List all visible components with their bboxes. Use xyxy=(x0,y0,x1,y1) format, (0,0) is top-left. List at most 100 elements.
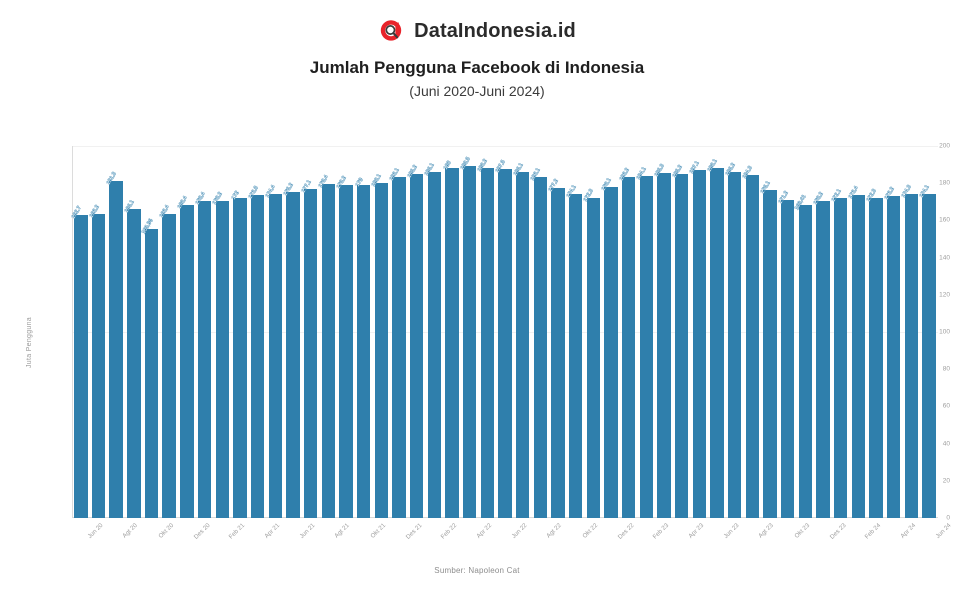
x-axis-tick-label: Apr 23 xyxy=(687,522,705,540)
bar-value-label: 177,1 xyxy=(300,178,313,194)
x-axis-tick-label: Okt 21 xyxy=(368,522,387,540)
bar[interactable]: 179,2 xyxy=(336,175,353,518)
y-axis-tick-label: 60 xyxy=(942,402,950,410)
bar-value-label: 181,3 xyxy=(105,170,118,186)
bar-value-label: 187,1 xyxy=(689,160,701,175)
bar-value-label: 162,7 xyxy=(70,205,83,221)
bar[interactable]: 177,2 xyxy=(548,179,565,518)
bar[interactable]: 185,3 xyxy=(654,164,671,518)
bar[interactable]: 180,1 xyxy=(371,173,388,518)
bar[interactable]: 162,7 xyxy=(71,206,88,518)
bar[interactable]: 187,5 xyxy=(495,159,512,518)
bar[interactable]: 185,2 xyxy=(406,164,424,518)
bar[interactable]: 187,1 xyxy=(689,160,707,518)
bar[interactable]: 189,5 xyxy=(459,156,477,518)
x-axis-tick-label: Agt 22 xyxy=(545,522,564,540)
bar[interactable]: 174,4 xyxy=(265,184,282,518)
bar-slot: 187,5 xyxy=(495,146,514,518)
bar[interactable]: 176,1 xyxy=(760,181,777,518)
bar[interactable]: 163,4 xyxy=(159,204,176,518)
bar[interactable]: 155,36 xyxy=(140,218,159,518)
bar[interactable]: 188 xyxy=(443,160,459,518)
bar-slot: 155,36 xyxy=(140,146,161,518)
bar-slot: 185,2 xyxy=(406,146,426,518)
bar[interactable]: 172,3 xyxy=(583,188,601,518)
bar[interactable]: 168,41 xyxy=(794,194,813,518)
bar[interactable]: 174,1 xyxy=(565,184,583,518)
x-axis-tick-label: Des 22 xyxy=(616,522,636,541)
brand-header: DataIndonesia.id xyxy=(0,0,954,44)
bar-slot: 188 xyxy=(443,146,461,518)
bar[interactable]: 174,1 xyxy=(919,184,936,518)
y-axis-tick-label: 160 xyxy=(939,216,950,224)
bar-value-label: 188,2 xyxy=(476,158,489,173)
bar[interactable]: 177,1 xyxy=(300,179,318,518)
bar[interactable]: 178,1 xyxy=(601,177,618,518)
bar[interactable]: 168,4 xyxy=(177,195,194,518)
bar[interactable]: 172,3 xyxy=(866,188,883,518)
bar-slot: 186,2 xyxy=(724,146,744,518)
bar[interactable]: 181,3 xyxy=(106,171,123,518)
bar-value-label: 175,2 xyxy=(282,182,295,197)
brand-name: DataIndonesia.id xyxy=(414,19,576,42)
bar-slot: 168,4 xyxy=(177,146,196,518)
bar[interactable]: 184,3 xyxy=(742,165,760,518)
bar[interactable]: 183,1 xyxy=(389,168,406,518)
bar[interactable]: 186,1 xyxy=(424,162,441,518)
bar[interactable]: 170,2 xyxy=(813,192,830,518)
bar[interactable]: 163,2 xyxy=(88,205,106,518)
bar[interactable]: 184,1 xyxy=(636,166,654,518)
bar[interactable]: 183,1 xyxy=(530,168,548,518)
bar[interactable]: 173,2 xyxy=(883,186,901,518)
x-axis-tick-label: Feb 21 xyxy=(227,522,247,541)
bar-value-label: 179 xyxy=(354,177,365,188)
bar-slot: 183,1 xyxy=(530,146,549,518)
bar[interactable]: 170,2 xyxy=(212,192,229,518)
page-title: Jumlah Pengguna Facebook di Indonesia xyxy=(309,58,645,77)
bar[interactable]: 188,1 xyxy=(707,158,724,518)
bar[interactable]: 185,2 xyxy=(671,164,689,518)
y-axis-tick-label: 200 xyxy=(939,142,950,150)
bar[interactable]: 186,1 xyxy=(512,162,530,518)
bar-value-label: 177,2 xyxy=(547,178,560,194)
x-axis-tick-label: Apr 21 xyxy=(262,522,281,540)
x-axis-tick-label: Jun 24 xyxy=(934,522,953,541)
bar-value-label: 173,4 xyxy=(848,185,861,201)
bar-slot: 189,5 xyxy=(459,146,479,518)
bar-value-label: 184,1 xyxy=(636,165,648,181)
bar[interactable]: 172,1 xyxy=(830,188,848,518)
y-axis-tick-label: 80 xyxy=(942,365,950,373)
bar-slot: 181,3 xyxy=(106,146,125,518)
bar[interactable]: 173,4 xyxy=(848,186,866,518)
x-axis-tick-label: Apr 22 xyxy=(474,522,493,540)
bar[interactable]: 173,6 xyxy=(247,185,265,518)
x-axis-tick-label: Agt 21 xyxy=(333,522,352,540)
x-axis-tick-label: Jun 22 xyxy=(510,522,529,541)
bar-slot: 187,1 xyxy=(689,146,709,518)
bar-value-label: 186,1 xyxy=(512,162,525,177)
bar[interactable]: 172 xyxy=(231,190,247,518)
bar-slot: 174,1 xyxy=(919,146,938,518)
bar[interactable]: 170,4 xyxy=(194,191,212,518)
bar-slot: 179,4 xyxy=(318,146,337,518)
bar[interactable]: 171,2 xyxy=(777,190,795,518)
bar[interactable]: 166,1 xyxy=(124,199,141,518)
bar-value-label: 163,4 xyxy=(158,204,171,219)
bar-value-label: 183,1 xyxy=(388,167,401,183)
bar[interactable]: 183,2 xyxy=(618,167,636,518)
bar[interactable]: 179 xyxy=(354,177,371,518)
bar[interactable]: 175,2 xyxy=(283,182,300,518)
bar-value-label: 183,2 xyxy=(618,167,631,183)
bar-slot: 173,4 xyxy=(848,146,868,518)
gridline xyxy=(72,146,938,147)
bar-value-label: 170,2 xyxy=(211,191,224,207)
bar[interactable]: 179,4 xyxy=(318,174,335,518)
bar-value-label: 168,4 xyxy=(176,194,189,210)
bar[interactable]: 188,2 xyxy=(477,158,494,518)
bar-value-label: 183,1 xyxy=(529,167,542,183)
bar[interactable]: 174,3 xyxy=(901,184,919,518)
source-note: Sumber: Napoleon Cat xyxy=(434,566,520,575)
bar[interactable]: 186,2 xyxy=(724,162,742,518)
bar-slot: 186,1 xyxy=(424,146,443,518)
bar-value-label: 172,1 xyxy=(830,188,843,203)
